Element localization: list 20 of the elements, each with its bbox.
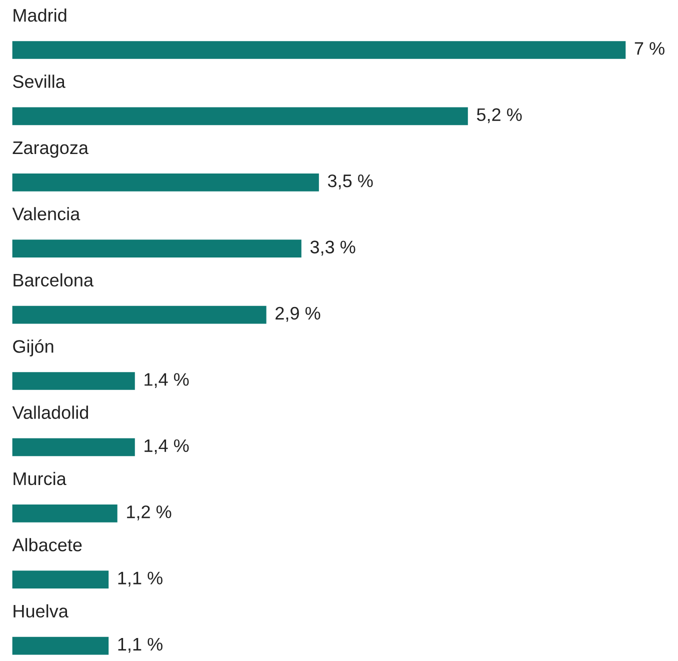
data-label: 2,9 % <box>276 306 320 322</box>
data-label: 1,2 % <box>127 505 172 520</box>
data-label: 1,4 % <box>144 439 189 454</box>
data-label: 7 % <box>634 42 664 55</box>
data-label: 1,4 % <box>144 373 189 388</box>
data-label: 3,5 % <box>328 174 373 190</box>
y-tick-label: Valencia <box>12 207 80 220</box>
y-tick-label: Huelva <box>14 604 68 618</box>
data-label: 1,1 % <box>118 572 162 587</box>
y-tick-label: Murcia <box>14 472 66 486</box>
y-tick-label: Sevilla <box>13 74 66 88</box>
data-label: 1,1 % <box>118 638 162 653</box>
y-tick-label: Albacete <box>12 538 82 552</box>
y-tick-label: Barcelona <box>14 273 94 287</box>
y-tick-label: Gijón <box>13 339 54 356</box>
data-label: 3,3 % <box>310 240 356 256</box>
y-tick-label: Madrid <box>14 8 66 22</box>
data-label: 5,2 % <box>476 108 522 124</box>
y-tick-label: Valladolid <box>12 406 88 419</box>
y-tick-label: Zaragoza <box>12 142 88 158</box>
